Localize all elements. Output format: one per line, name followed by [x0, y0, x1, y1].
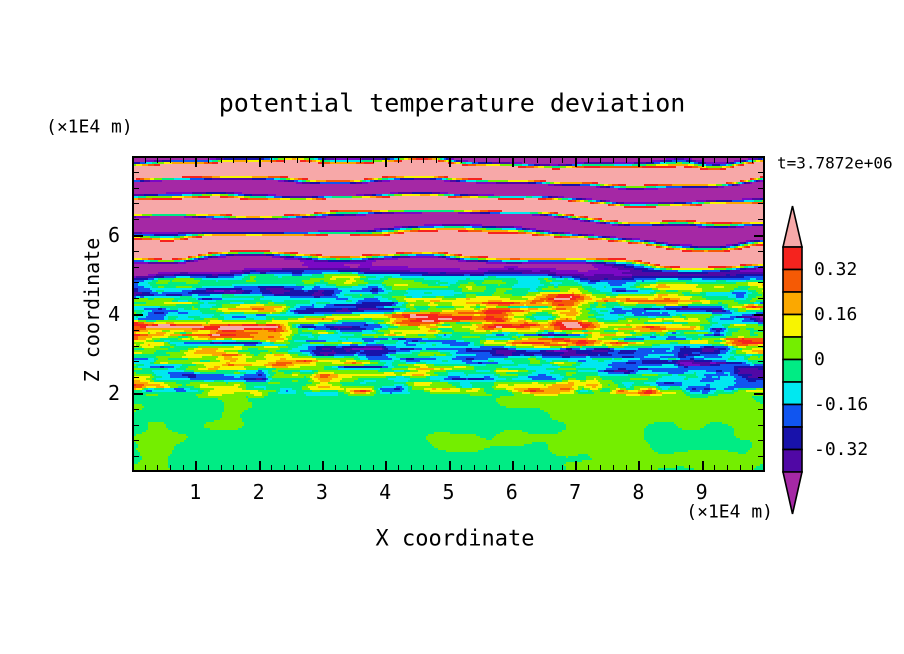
- x-tick-label: 3: [315, 480, 328, 504]
- colorbar-level-label: -0.32: [814, 438, 869, 460]
- z-axis-label: Z coordinate: [80, 237, 104, 383]
- x-tick-label: 7: [569, 480, 582, 504]
- z-tick-label: 6: [107, 223, 120, 247]
- x-tick-label: 1: [189, 480, 202, 504]
- x-tick-label: 8: [632, 480, 645, 504]
- colorbar-level-label: 0.32: [814, 258, 858, 280]
- z-tick-label: 2: [107, 381, 120, 405]
- time-annotation: t=3.7872e+06: [777, 153, 893, 173]
- x-tick-label: 9: [695, 480, 708, 504]
- x-tick-label: 6: [505, 480, 518, 504]
- colorbar-level-label: 0.16: [814, 303, 858, 325]
- x-axis-label: X coordinate: [375, 526, 535, 552]
- x-tick-label: 4: [379, 480, 392, 504]
- chart-title: potential temperature deviation: [218, 88, 686, 118]
- z-axis-units-label: (×1E4 m): [46, 116, 133, 138]
- contour-field-canvas: [132, 156, 765, 472]
- x-tick-label: 2: [252, 480, 265, 504]
- x-tick-label: 5: [442, 480, 455, 504]
- z-tick-label: 4: [107, 302, 120, 326]
- colorbar-level-label: 0: [814, 348, 825, 370]
- x-axis-units-label: (×1E4 m): [686, 501, 773, 523]
- colorbar: [781, 205, 804, 515]
- colorbar-level-label: -0.16: [814, 393, 869, 415]
